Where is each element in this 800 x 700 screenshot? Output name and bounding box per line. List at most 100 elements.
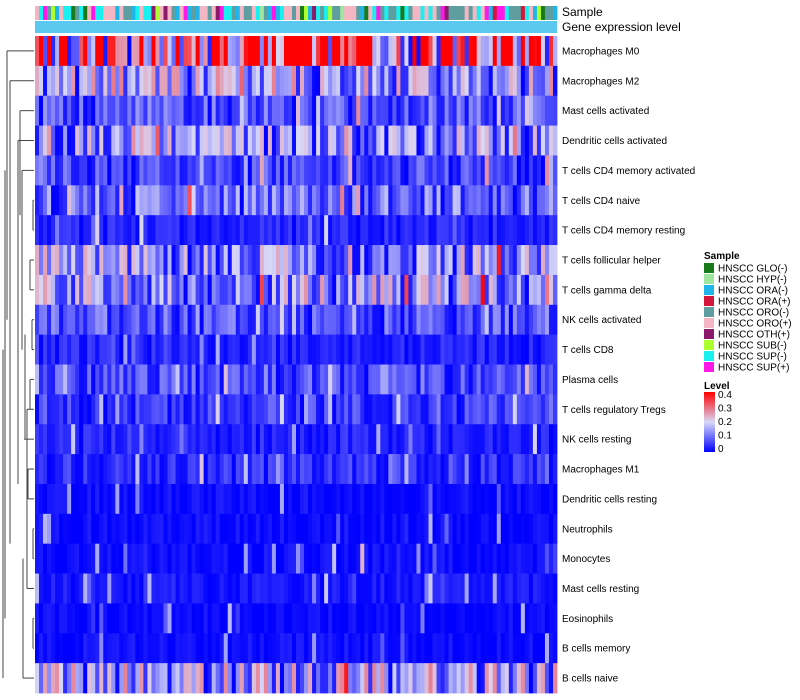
heatmap-cell [187, 304, 192, 336]
heatmap-cell [540, 513, 546, 545]
heatmap-cell [99, 543, 104, 574]
heatmap-cell [75, 125, 80, 156]
heatmap-cell [368, 513, 373, 545]
heatmap-cell [400, 125, 405, 156]
heatmap-cell [215, 95, 221, 126]
heatmap-cell [468, 394, 474, 425]
heatmap-cell [99, 304, 104, 336]
heatmap-cell [131, 215, 136, 246]
heatmap-cell [91, 633, 96, 664]
heatmap-cell [324, 543, 329, 574]
heatmap-cell [412, 155, 417, 186]
heatmap-cell [191, 633, 197, 664]
heatmap-cell [107, 274, 112, 306]
heatmap-cell [348, 633, 353, 664]
heatmap-cell [380, 245, 385, 276]
heatmap-cell [400, 304, 405, 336]
heatmap-cell [79, 663, 84, 694]
heatmap-cell [424, 633, 429, 664]
sample-legend-label: HNSCC GLO(-) [718, 264, 787, 275]
heatmap-cell [291, 36, 297, 67]
heatmap-cell [384, 36, 389, 67]
heatmap-cell [544, 483, 550, 515]
heatmap-cell [223, 95, 229, 126]
heatmap-cell [211, 215, 217, 246]
heatmap-cell [440, 125, 445, 156]
heatmap-cell [71, 304, 76, 336]
heatmap-cell [139, 95, 144, 126]
sample-legend-swatch [704, 274, 714, 284]
heatmap-cell [424, 483, 429, 515]
heatmap-cell [171, 424, 176, 455]
heatmap-cell [332, 633, 337, 664]
heatmap-cell [320, 95, 325, 126]
heatmap-cell [484, 185, 490, 216]
heatmap-cell [47, 573, 52, 604]
heatmap-cell [420, 633, 425, 664]
heatmap-cell [392, 364, 397, 395]
heatmap-cell [179, 304, 184, 336]
heatmap-cell [336, 513, 341, 545]
heatmap-cell [360, 65, 365, 97]
heatmap-cell [384, 65, 389, 97]
heatmap-cell [372, 65, 377, 97]
heatmap-cell [67, 245, 72, 276]
heatmap-cell [404, 663, 409, 694]
heatmap-cell [155, 663, 160, 694]
heatmap-cell [440, 304, 445, 336]
heatmap-cell [63, 274, 68, 306]
heatmap-cell [75, 245, 80, 276]
heatmap-cell [340, 394, 345, 425]
heatmap-cell [296, 483, 301, 515]
heatmap-cell [183, 663, 188, 694]
heatmap-cell [215, 603, 221, 634]
heatmap-cell [516, 155, 522, 186]
heatmap-cell [271, 185, 277, 216]
heatmap-cell [87, 364, 92, 395]
heatmap-cell [163, 633, 168, 664]
heatmap-cell [247, 394, 253, 425]
heatmap-cell [384, 364, 389, 395]
heatmap-cell [255, 513, 261, 545]
heatmap-cell [227, 65, 233, 97]
heatmap-cell [476, 125, 482, 156]
heatmap-cell [388, 245, 393, 276]
sample-annotation-cell [71, 6, 76, 20]
heatmap-cell [544, 663, 550, 694]
heatmap-cell [251, 543, 257, 574]
heatmap-cell [291, 394, 297, 425]
heatmap-cell [416, 245, 421, 276]
heatmap-cell [91, 245, 96, 276]
heatmap-cell [300, 394, 305, 425]
heatmap-cell [107, 513, 112, 545]
heatmap-cell [332, 36, 337, 67]
heatmap-cell [364, 573, 369, 604]
sample-legend-label: HNSCC ORA(-) [718, 286, 788, 297]
heatmap-cell [227, 125, 233, 156]
heatmap-cell [283, 454, 289, 485]
heatmap-cell [167, 364, 172, 395]
heatmap-cell [151, 215, 156, 246]
heatmap-cell [279, 364, 285, 395]
heatmap-cell [47, 274, 52, 306]
heatmap-cell [368, 543, 373, 574]
expression-annotation-bar [35, 21, 557, 33]
sample-legend-swatch [704, 296, 714, 306]
heatmap-cell [115, 663, 120, 694]
heatmap-cell [324, 573, 329, 604]
heatmap-cell [183, 483, 188, 515]
heatmap-cell [500, 274, 506, 306]
heatmap-cell [55, 483, 60, 515]
heatmap-cell [508, 155, 514, 186]
heatmap-cell [540, 364, 546, 395]
sample-annotation-cell [199, 6, 205, 20]
heatmap-cell [548, 603, 554, 634]
heatmap-cell [51, 304, 56, 336]
heatmap-cell [528, 155, 534, 186]
heatmap-cell [107, 245, 112, 276]
heatmap-cell [524, 483, 530, 515]
heatmap-cell [99, 215, 104, 246]
heatmap-cell [376, 95, 381, 126]
heatmap-cell [251, 65, 257, 97]
heatmap-cell [103, 424, 108, 455]
